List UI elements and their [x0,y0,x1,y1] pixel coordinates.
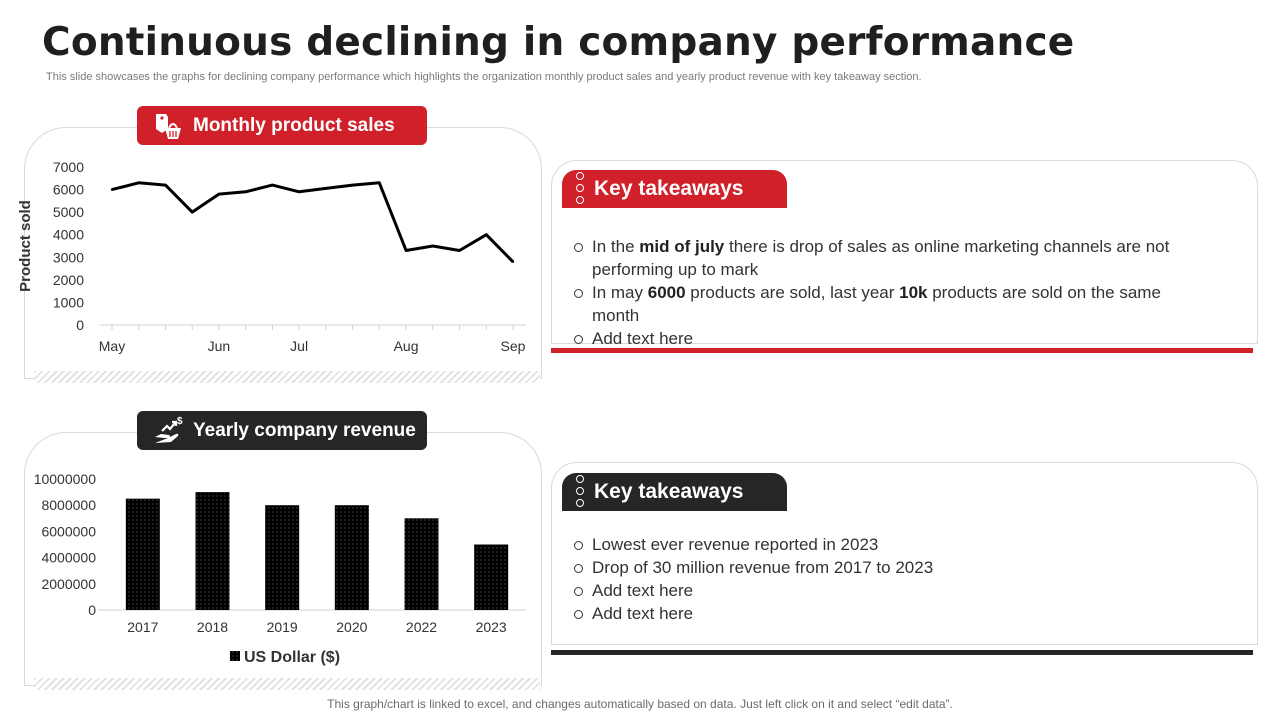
y-tick-label: 8000000 [41,497,96,513]
y-tick-label: 1000 [53,294,84,310]
y-tick-label: 2000000 [41,576,96,592]
x-tick-label: 2018 [197,619,228,635]
y-tick-label: 6000 [53,182,84,198]
sales-data-point [324,187,328,190]
footer-note: This graph/chart is linked to excel, and… [327,697,953,711]
x-tick-label: Sep [501,338,526,354]
revenue-bar-chart: 0 2000000 4000000 6000000 8000000 10000000 201… [34,471,526,666]
y-tick-label: 5000 [53,204,84,220]
sales-data-point [164,183,167,187]
takeaway-item: Add text here [572,327,1212,350]
x-tick-label: 2019 [267,619,298,635]
revenue-takeaways-list: Lowest ever revenue reported in 2023 Drop… [572,533,1212,625]
sales-data-point [351,183,354,187]
takeaway-item: In the mid of july there is drop of sale… [572,235,1212,281]
y-tick-label: 3000 [53,249,84,265]
x-tick-label: 2020 [336,619,367,635]
svg-text:$: $ [177,416,183,427]
sales-series-line [111,181,515,263]
y-tick-label: 10000000 [34,471,97,487]
hand-money-icon: $ [151,414,185,448]
shopping-tag-basket-icon [151,109,185,143]
revenue-chart-label: $ Yearly company revenue [137,411,427,450]
sales-chart-label: Monthly product sales [137,106,427,145]
sales-data-point [244,190,247,194]
sales-panel-hatch [34,371,540,383]
takeaway-text: In the [592,237,640,256]
takeaway-text: products are sold, last year [685,283,900,302]
binder-rings-icon [576,475,584,507]
page-title: Continuous declining in company performa… [42,20,1075,65]
y-tick-label: 4000000 [41,550,96,566]
takeaway-item: Drop of 30 million revenue from 2017 to … [572,556,1212,579]
revenue-bar [404,518,439,610]
sales-chart-panel [24,127,542,379]
sales-data-point [378,181,381,184]
x-tick-label: May [99,338,125,354]
binder-rings-icon [576,172,584,204]
page-subtitle: This slide showcases the graphs for decl… [46,71,922,83]
revenue-takeaways-tab: Key takeaways [562,473,787,511]
takeaway-item: In may 6000 products are sold, last year… [572,281,1212,327]
sales-data-point [217,192,221,196]
takeaway-highlight: mid of july [639,237,725,256]
sales-data-point [110,188,114,191]
sales-data-point [404,249,408,252]
x-tick-label: 2023 [476,619,507,635]
revenue-bar [125,498,160,610]
sales-data-point [271,183,274,187]
takeaway-highlight: 6000 [647,283,686,302]
y-tick-label: 6000000 [41,523,96,539]
revenue-takeaways-title: Key takeaways [594,480,744,503]
x-tick-label: 2017 [127,619,158,635]
y-tick-label: 0 [76,317,84,333]
sales-data-point [431,244,434,248]
takeaway-text: Add text here [592,329,694,348]
revenue-bar [474,544,509,610]
takeaway-text: products are sold on the same month [592,283,1161,325]
revenue-bar [195,492,230,610]
takeaway-text: In may [592,283,648,302]
x-tick-label: Jul [290,338,308,354]
sales-data-point [191,210,194,214]
takeaway-highlight: 10k [899,283,928,302]
sales-data-point [485,233,488,236]
y-axis-title: Product sold [17,200,34,292]
legend-label: US Dollar ($) [244,649,340,666]
takeaway-item: Add text here [572,579,1212,602]
sales-takeaways-underline [551,348,1253,353]
x-tick-label: Jun [208,338,231,354]
x-tick-label: Aug [394,338,419,354]
takeaway-item: Add text here [572,602,1212,625]
sales-line-chart: 0 1000 2000 3000 4000 5000 6000 7000 May Jun Jul Au… [17,159,526,354]
revenue-chart-label-text: Yearly company revenue [193,419,416,441]
legend-swatch [230,651,240,661]
y-tick-label: 2000 [53,272,84,288]
revenue-panel-hatch [34,678,540,690]
revenue-takeaways-underline [551,650,1253,655]
revenue-bar [334,505,369,610]
y-tick-label: 7000 [53,159,84,175]
sales-takeaways-title: Key takeaways [594,177,744,200]
revenue-bar [265,505,300,610]
takeaway-item: Lowest ever revenue reported in 2023 [572,533,1212,556]
sales-data-point [458,249,461,252]
sales-takeaways-list: In the mid of july there is drop of sale… [572,235,1212,350]
takeaway-text: there is drop of sales as online marketi… [592,237,1170,279]
sales-data-point [511,260,515,263]
sales-chart-label-text: Monthly product sales [193,114,395,136]
x-tick-label: 2022 [406,619,437,635]
sales-data-point [297,190,301,194]
y-tick-label: 4000 [53,227,84,243]
sales-data-point [137,181,140,184]
sales-takeaways-tab: Key takeaways [562,170,787,208]
y-tick-label: 0 [88,602,96,618]
